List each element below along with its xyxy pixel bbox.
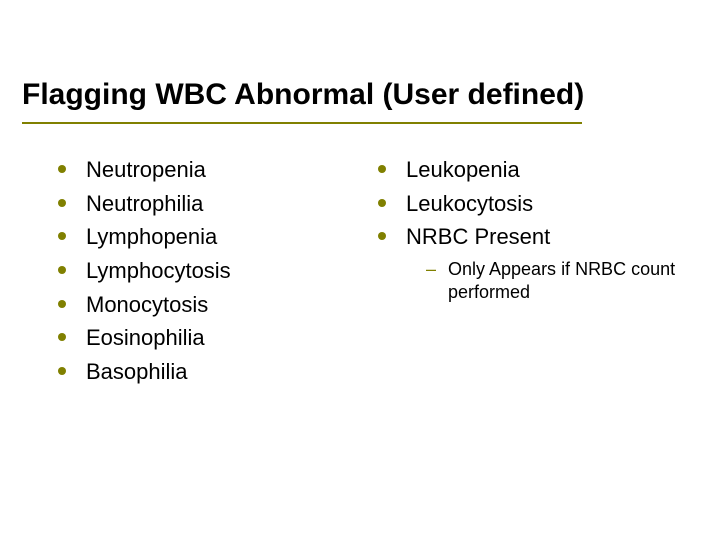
right-list: Leukopenia Leukocytosis NRBC Present Onl… [378, 155, 688, 305]
list-item: Lymphopenia [58, 222, 378, 252]
list-item-label: Neutropenia [86, 157, 206, 182]
content-area: Neutropenia Neutrophilia Lymphopenia Lym… [58, 155, 690, 391]
sub-list-item: Only Appears if NRBC count performed [426, 258, 688, 305]
sub-list-item-label: Only Appears if NRBC count performed [448, 259, 675, 302]
list-item-label: Neutrophilia [86, 191, 203, 216]
list-item-label: Lymphopenia [86, 224, 217, 249]
list-item: Monocytosis [58, 290, 378, 320]
left-column: Neutropenia Neutrophilia Lymphopenia Lym… [58, 155, 378, 391]
list-item-label: Basophilia [86, 359, 188, 384]
list-item: Basophilia [58, 357, 378, 387]
left-list: Neutropenia Neutrophilia Lymphopenia Lym… [58, 155, 378, 387]
slide-title: Flagging WBC Abnormal (User defined) [22, 78, 584, 112]
list-item: Neutropenia [58, 155, 378, 185]
list-item: Neutrophilia [58, 189, 378, 219]
list-item-label: Lymphocytosis [86, 258, 231, 283]
sub-list: Only Appears if NRBC count performed [406, 258, 688, 305]
list-item-label: Leukopenia [406, 157, 520, 182]
list-item: Lymphocytosis [58, 256, 378, 286]
list-item-label: Eosinophilia [86, 325, 205, 350]
list-item: Eosinophilia [58, 323, 378, 353]
list-item: NRBC Present Only Appears if NRBC count … [378, 222, 688, 304]
list-item-label: Monocytosis [86, 292, 208, 317]
slide: Flagging WBC Abnormal (User defined) Neu… [0, 0, 720, 540]
title-underline [22, 122, 582, 124]
list-item-label: Leukocytosis [406, 191, 533, 216]
list-item: Leukocytosis [378, 189, 688, 219]
list-item: Leukopenia [378, 155, 688, 185]
right-column: Leukopenia Leukocytosis NRBC Present Onl… [378, 155, 688, 391]
list-item-label: NRBC Present [406, 224, 550, 249]
